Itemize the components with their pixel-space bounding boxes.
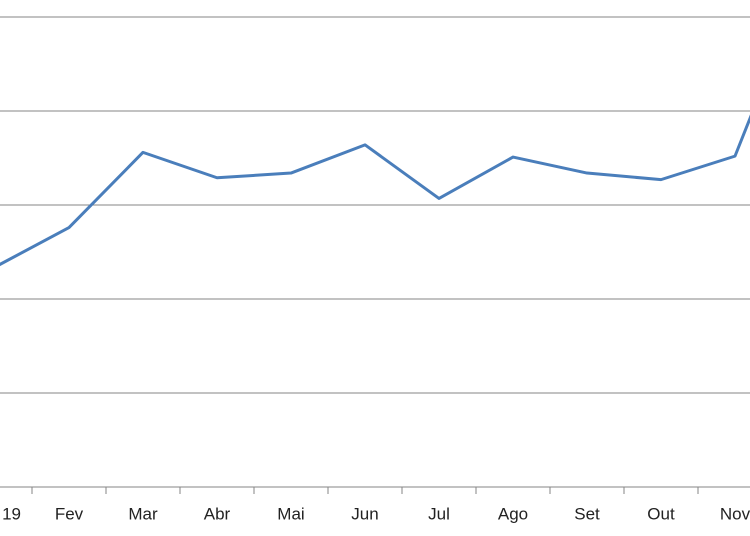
x-tick-label: Mar	[128, 504, 158, 523]
x-tick-label: 19	[2, 504, 21, 523]
x-tick-label: Set	[574, 504, 600, 523]
data-line	[0, 114, 750, 267]
x-tick-label: Jun	[351, 504, 378, 523]
x-tick-label: Abr	[204, 504, 231, 523]
x-tick-label: Ago	[498, 504, 528, 523]
x-tick-label: Mai	[277, 504, 304, 523]
x-tick-label: Nov	[720, 504, 750, 523]
x-tick-label: Jul	[428, 504, 450, 523]
x-tick-label: Fev	[55, 504, 84, 523]
x-tick-label: Out	[647, 504, 675, 523]
